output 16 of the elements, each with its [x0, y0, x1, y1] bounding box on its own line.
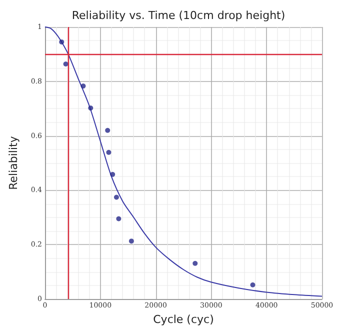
point	[110, 172, 116, 177]
point	[116, 216, 122, 222]
point	[80, 84, 86, 89]
point	[63, 61, 68, 66]
line-series	[44, 26, 322, 297]
point	[88, 106, 94, 111]
point	[192, 260, 198, 266]
chart-title: Reliability vs. Time (10cm drop height)	[72, 9, 286, 22]
point	[114, 194, 119, 200]
y-axis-title: Reliability	[7, 136, 20, 190]
point	[128, 238, 134, 244]
x-axis-title: Cycle (cyc)	[153, 312, 214, 326]
point	[250, 282, 256, 288]
point	[59, 39, 64, 44]
point	[105, 128, 110, 133]
point	[106, 150, 112, 155]
